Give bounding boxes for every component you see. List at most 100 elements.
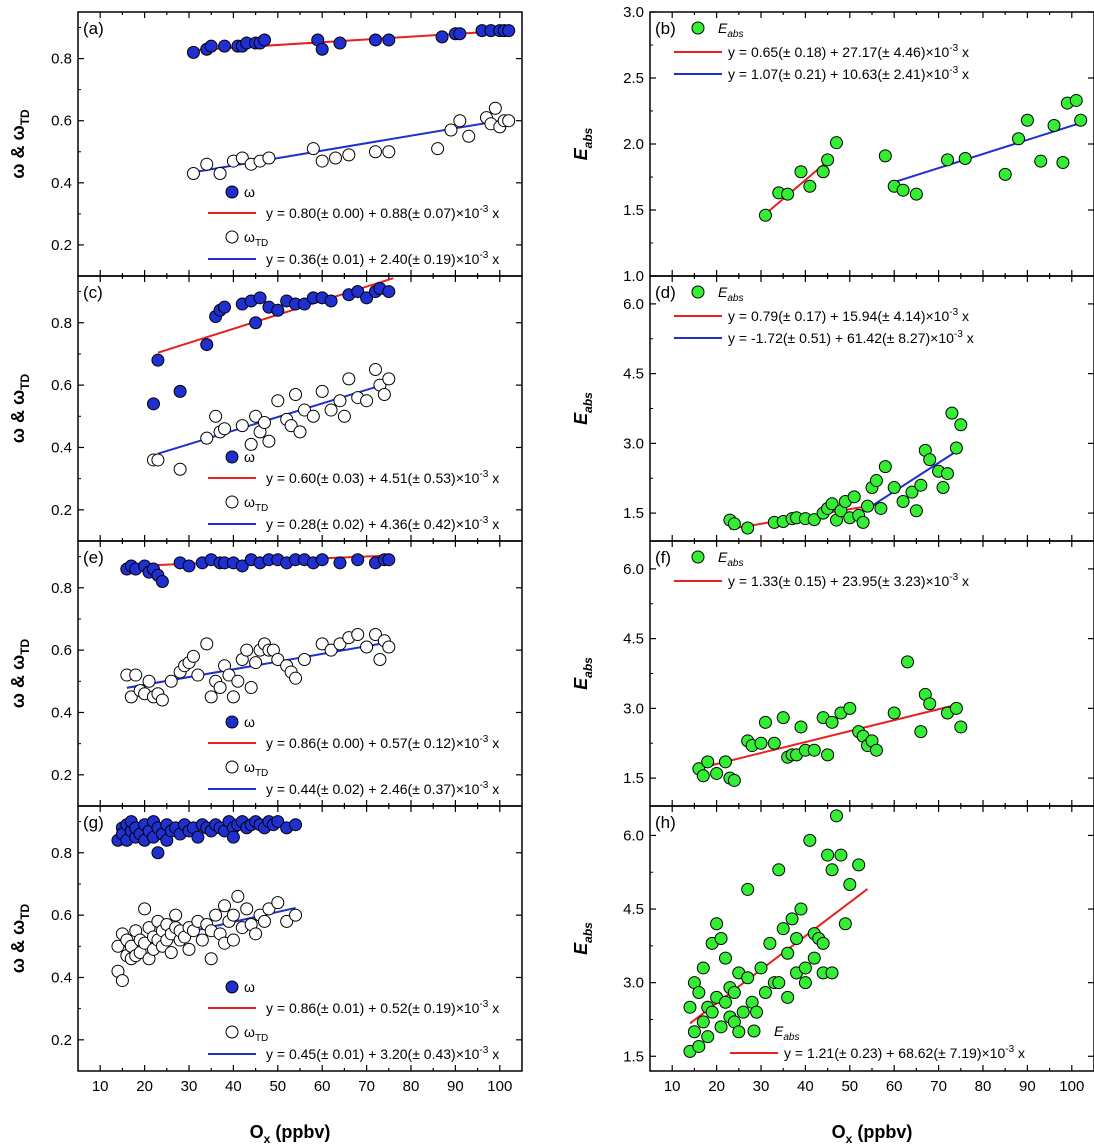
panel-a-point-omega (218, 39, 232, 53)
panel-g-ylabel-sub: TD (18, 903, 32, 919)
panel-b-point-eabs (816, 165, 830, 179)
panel-h-xtick-label: 30 (753, 1078, 770, 1095)
panel-h-letter: (h) (655, 813, 676, 832)
panel-h-legend-eq-red-tail: x (1014, 1045, 1025, 1061)
panel-d-ytick-label: 3.0 (623, 435, 644, 452)
panel-g-point-omega_td (240, 902, 254, 916)
panel-e-letter: (e) (83, 548, 104, 567)
panel-b-legend-eq-blue-exp: -3 (949, 65, 958, 76)
panel-c-point-omega (324, 294, 338, 308)
panel-c-point-omega (249, 316, 263, 330)
panel-g-point-omega (271, 815, 285, 829)
panel-e-ylabel-main: ω & ω (8, 655, 28, 708)
panel-f-point-eabs (887, 706, 901, 720)
panel-a-ytick-label: 0.4 (51, 175, 72, 192)
panel-b-point-eabs (1056, 155, 1070, 169)
panel-h-xtick-label: 10 (664, 1078, 681, 1095)
panel-f-legend-eq-red-tail: x (958, 573, 969, 589)
panel-f-ylabel: Eabs (571, 657, 595, 690)
panel-h-point-eabs (807, 951, 821, 965)
panel-b-legend-eabs: Eabs (718, 20, 743, 40)
panel-h-point-eabs (816, 936, 830, 950)
panel-h-point-eabs (701, 1030, 715, 1044)
panel-g-xtick-label: 100 (487, 1078, 512, 1095)
panel-a-legend-eq-red: y = 0.80(± 0.00) + 0.88(± 0.07)×10-3 x (266, 204, 499, 221)
panel-h-point-eabs (781, 946, 795, 960)
panel-g-point-omega_td (111, 939, 125, 953)
panel-h-point-eabs (692, 1039, 706, 1053)
panel-d-ytick-label: 1.5 (623, 505, 644, 522)
panel-a-legend-marker-omega (225, 185, 239, 199)
panel-g-point-omega_td (182, 942, 196, 956)
panel-a-legend: ωy = 0.80(± 0.00) + 0.88(± 0.07)×10-3 xω… (208, 184, 499, 267)
panel-h-point-eabs (727, 985, 741, 999)
panel-c-point-omega_td (324, 403, 338, 417)
panel-c-legend-eq-blue-main: y = 0.28(± 0.02) + 4.36(± 0.42)×10 (266, 516, 480, 532)
panel-c-legend-omega-td-main: ω (244, 494, 255, 510)
panel-b-point-eabs (878, 149, 892, 163)
panel-d-point-eabs (909, 504, 923, 518)
panel-c-point-omega_td (293, 425, 307, 439)
panel-h-legend-eabs: Eabs (774, 1023, 799, 1043)
panel-c-point-omega_td (257, 416, 271, 430)
panel-f-point-eabs (718, 755, 732, 769)
panel-g-xtick-label: 80 (403, 1078, 420, 1095)
panel-h-xtick-label: 70 (930, 1078, 947, 1095)
panel-c-point-omega_td (368, 363, 382, 377)
panel-c-legend-eq-red-tail: x (488, 470, 499, 486)
panel-b-point-eabs (1034, 154, 1048, 168)
panel-d-legend-eq-red-exp: -3 (949, 307, 958, 318)
panel-h-xtick-label: 60 (886, 1078, 903, 1095)
panel-e-ytick-label: 0.4 (51, 704, 72, 721)
panel-h-point-eabs (750, 1005, 764, 1019)
panel-f-point-eabs (954, 720, 968, 734)
panel-f-ylabel-main: E (571, 677, 591, 690)
panel-a-legend-eq-blue-tail: x (488, 251, 499, 267)
panel-h-point-eabs (714, 1020, 728, 1034)
panel-e-point-omega_td (240, 643, 254, 657)
panel-e-legend-eq-blue-exp: -3 (479, 780, 488, 791)
panel-g-point-omega_td (280, 914, 294, 928)
panel-d-legend-eabs-main: E (718, 284, 728, 300)
panel-f-point-eabs (794, 720, 808, 734)
panel-c-legend-marker-omega-td (225, 495, 239, 509)
panel-h-point-eabs (718, 951, 732, 965)
panel-c-ytick-label: 0.4 (51, 439, 72, 456)
panel-f-point-eabs (807, 743, 821, 757)
panel-d-ylabel: Eabs (571, 392, 595, 425)
x-axis-label-left-unit: (ppbv) (270, 1122, 330, 1142)
panel-b-point-eabs (794, 165, 808, 179)
panel-a-point-omega (186, 45, 200, 59)
panel-e-point-omega_td (129, 668, 143, 682)
panel-d-legend-eq-blue-tail: x (963, 330, 974, 346)
panel-e-point-omega_td (324, 643, 338, 657)
panel-e-point-omega_td (231, 674, 245, 688)
panel-a-point-omega_td (213, 167, 227, 181)
panel-g-xtick-label: 60 (314, 1078, 331, 1095)
panel-h-point-eabs (718, 995, 732, 1009)
panel-a-point-omega_td (235, 151, 249, 165)
panel-d-point-eabs (940, 467, 954, 481)
panel-g-ytick-label: 0.8 (51, 845, 72, 862)
panel-c-point-omega (351, 285, 365, 299)
panel-c-legend-omega-td-sub: TD (255, 503, 268, 514)
panel-a-legend-eq-blue-exp: -3 (479, 250, 488, 261)
panel-d-point-eabs (847, 490, 861, 504)
panel-h-legend-eq-red-exp: -3 (1005, 1044, 1014, 1055)
panel-b-point-eabs (998, 167, 1012, 181)
panel-e-legend-eq-red-exp: -3 (479, 734, 488, 745)
panel-e: 0.20.40.60.8ω & ωTD(e)ωy = 0.86(± 0.00) … (8, 540, 523, 807)
panel-e-ylabel-sub: TD (18, 638, 32, 654)
panel-e-ylabel: ω & ωTD (8, 638, 32, 708)
panel-c-ylabel: ω & ωTD (8, 373, 32, 443)
panel-f-legend-eq-red-exp: -3 (949, 572, 958, 583)
panel-f-point-eabs (843, 701, 857, 715)
panel-e-point-omega_td (204, 690, 218, 704)
panel-h-point-eabs (803, 833, 817, 847)
panel-b: 1.0 1.5 2.0 2.5 3.0 Eabs (b) Eabs y = 0.65(± 0.1… (571, 4, 1094, 285)
x-axis-label-right-unit: (ppbv) (852, 1122, 912, 1142)
panel-c-ylabel-main: ω & ω (8, 390, 28, 443)
panel-c-point-omega_td (306, 409, 320, 423)
panel-a-point-omega_td (200, 157, 214, 171)
